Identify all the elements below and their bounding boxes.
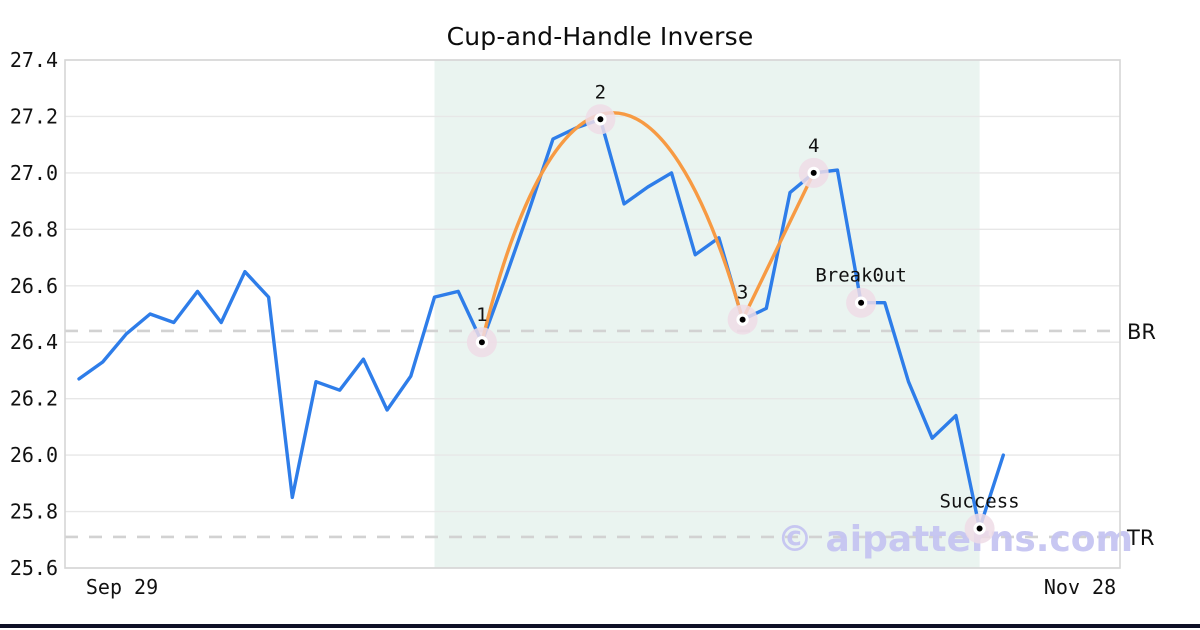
level-label-tr: TR xyxy=(1126,526,1154,550)
annotation-label-4: 4 xyxy=(808,135,819,157)
y-tick-label: 26.2 xyxy=(10,387,58,411)
x-tick-label: Sep 29 xyxy=(86,575,158,599)
annotation-label-3: 3 xyxy=(737,282,748,304)
marker-dot xyxy=(973,522,986,535)
plot-border xyxy=(64,59,1121,569)
y-tick-label: 27.0 xyxy=(10,161,58,185)
y-tick-label: 27.4 xyxy=(10,48,58,72)
annotation-label-1: 1 xyxy=(476,304,487,326)
y-tick-label: 26.6 xyxy=(10,274,58,298)
y-tick-label: 26.8 xyxy=(10,217,58,241)
x-tick-label: Nov 28 xyxy=(1044,575,1116,599)
bottom-accent-bar xyxy=(0,624,1200,628)
marker-dot xyxy=(475,336,489,349)
watermark: © aipatterns.com xyxy=(777,519,1133,560)
pattern-outline xyxy=(480,111,816,344)
annotation-label-2: 2 xyxy=(595,81,606,103)
marker-dot xyxy=(854,296,868,309)
y-tick-label: 27.2 xyxy=(10,104,58,128)
marker-dot xyxy=(594,113,607,126)
y-tick-label: 26.4 xyxy=(10,330,58,354)
marker-dot xyxy=(736,313,749,326)
y-tick-label: 25.8 xyxy=(10,500,58,524)
level-label-br: BR xyxy=(1127,320,1156,344)
chart-title: Cup-and-Handle Inverse xyxy=(446,22,754,51)
y-tick-label: 26.0 xyxy=(10,443,58,467)
y-tick-label: 25.6 xyxy=(10,556,58,580)
marker-dot xyxy=(807,166,820,180)
annotation-label-success: Success xyxy=(940,490,1020,512)
annotation-label-break0ut: Break0ut xyxy=(815,265,907,287)
pattern-region-shade xyxy=(434,60,980,568)
